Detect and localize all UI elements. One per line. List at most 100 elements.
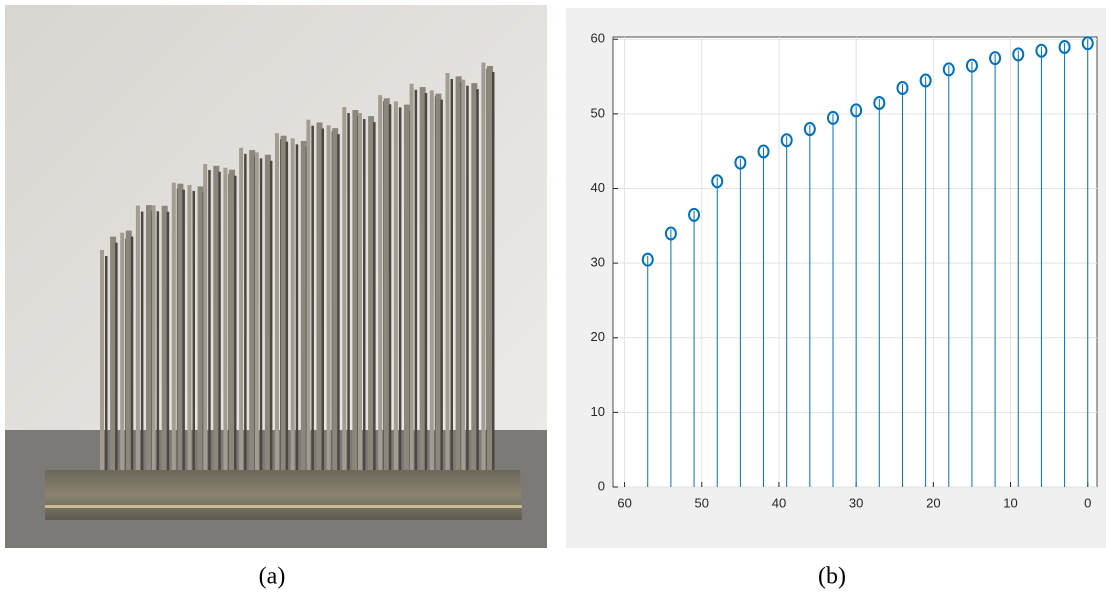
caption: (b) [818, 564, 846, 590]
y-tick-label: 20 [591, 329, 605, 344]
fin-shadow [105, 256, 108, 470]
stem-marker [896, 81, 909, 96]
fin [187, 184, 192, 470]
y-tick-label: 40 [591, 180, 605, 195]
fin [358, 113, 362, 470]
fin [393, 101, 398, 471]
stem-marker [827, 110, 839, 125]
fin [404, 104, 410, 470]
fin-shadow [414, 89, 418, 471]
fin [481, 62, 486, 471]
stem-marker [1081, 36, 1094, 51]
fin [300, 140, 307, 470]
photo [5, 5, 547, 548]
fin [471, 83, 478, 470]
y-tick-label: 10 [591, 404, 605, 419]
fin-shadow [311, 125, 314, 470]
fin [409, 83, 414, 471]
fin-shadow [398, 107, 402, 471]
fin-shadow [156, 211, 160, 470]
fin [290, 138, 295, 471]
fin-shadow [234, 175, 237, 471]
fin [229, 169, 235, 471]
y-tick-label: 0 [598, 478, 605, 493]
fin-shadow [130, 236, 134, 470]
fin-shadow [373, 122, 376, 470]
fin [223, 167, 228, 470]
fin-shadow [440, 99, 443, 470]
x-tick-label: 40 [772, 495, 786, 510]
fin [203, 164, 208, 470]
fin [378, 95, 383, 471]
fin [352, 110, 359, 470]
fin [151, 205, 156, 470]
stem-marker [641, 252, 654, 267]
stem-marker [965, 58, 978, 73]
fin [368, 116, 375, 470]
stem-marker [780, 133, 793, 148]
fin-shadow [476, 89, 479, 470]
fin [342, 107, 347, 471]
x-tick-label: 10 [1003, 495, 1017, 510]
stem-marker [1012, 47, 1025, 62]
fin [316, 122, 323, 470]
fin-shadow [424, 93, 428, 470]
stem-marker [919, 73, 932, 88]
stem-marker [1058, 39, 1071, 54]
fin-shadow [192, 190, 195, 470]
fin [161, 205, 168, 471]
x-tick-label: 20 [926, 495, 940, 510]
fin [213, 165, 220, 471]
fin-shadow [244, 153, 247, 471]
fin [249, 150, 256, 471]
stem-marker [873, 95, 886, 110]
fin [146, 205, 152, 470]
fin-shadow [466, 85, 469, 470]
fin [125, 230, 132, 470]
fin-shadow [182, 189, 185, 471]
y-tick-label: 60 [591, 31, 605, 46]
fin [120, 232, 125, 470]
fin [135, 205, 140, 470]
stem-marker [757, 144, 770, 159]
fin-shadow [218, 171, 221, 471]
fin [383, 98, 390, 470]
x-tick-label: 60 [617, 495, 631, 510]
stem-marker [803, 122, 816, 137]
y-tick-label: 50 [591, 105, 605, 120]
fin-shadow [208, 170, 211, 470]
fin-shadow [321, 128, 324, 470]
y-tick-label: 30 [591, 255, 605, 270]
fin-shadow [363, 119, 366, 470]
stem-marker [688, 207, 701, 222]
fin [461, 79, 466, 470]
x-tick-label: 30 [849, 495, 863, 510]
fin [177, 183, 184, 471]
x-tick-label: 50 [695, 495, 709, 510]
fin [254, 152, 259, 471]
fin [171, 182, 176, 470]
fin [326, 125, 331, 470]
fin-shadow [295, 144, 299, 471]
stem-marker [989, 51, 1002, 66]
stem-marker [1035, 43, 1048, 58]
fin-shadow [115, 242, 118, 470]
fin [306, 119, 311, 470]
stem-marker [850, 103, 863, 118]
fin-shadow [388, 104, 392, 470]
fin [332, 128, 339, 471]
caption: (a) [259, 564, 286, 590]
fin-shadow [492, 72, 495, 470]
fin [110, 236, 117, 470]
fin [239, 147, 244, 471]
fin-shadow [140, 211, 144, 470]
fin-shadow [259, 158, 263, 471]
fin [487, 66, 493, 470]
fin [455, 76, 462, 470]
fin-shadow [347, 113, 350, 471]
fin-shadow [166, 211, 170, 471]
fin-shadow [337, 134, 340, 471]
fin [429, 90, 434, 470]
